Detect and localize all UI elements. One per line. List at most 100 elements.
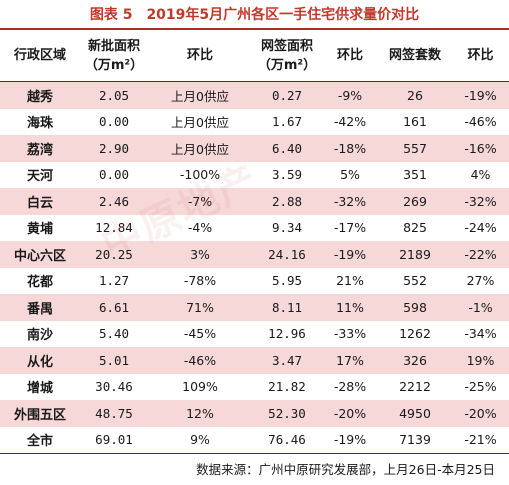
header-signed-area-line2: （万m²） [257,57,317,73]
cell-units-mom: -24% [464,220,497,236]
cell-new-area: 2.90 [80,135,148,162]
table-row: 越秀 2.05 上月0供应 0.27 -9% 26 -19% [0,81,509,109]
cell-region: 越秀 [0,81,80,109]
cell-new-area: 1.27 [98,273,130,289]
header-signed-area-line1: 网签面积 [260,38,313,54]
cell-signed-mom: -33% [333,326,367,342]
table-row: 全市 69.01 9% 76.46 -19% 7139 -21% [0,426,509,454]
cell-units-mom: 19% [452,347,509,374]
cell-signed-mom: 5% [340,167,360,183]
figure-title: 图表 5 2019年5月广州各区一手住宅供求量价对比 [0,0,509,30]
cell-new-mom: 上月0供应 [148,135,252,162]
table-row: 白云 2.46 -7% 2.88 -32% 269 -32% [0,188,509,215]
cell-units: 351 [403,167,427,183]
cell-signed-area: 2.88 [252,188,322,215]
cell-units-mom: -16% [452,135,509,162]
cell-units: 269 [378,188,452,215]
header-new-area-line1: 新批面积 [87,38,140,54]
table-row: 番禺 6.61 71% 8.11 11% 598 -1% [0,294,509,321]
cell-signed-area: 0.27 [252,81,322,109]
cell-region: 黄埔 [26,222,53,238]
cell-signed-mom: -42% [333,114,367,130]
cell-signed-mom: -19% [322,426,378,454]
cell-new-area: 5.40 [98,326,130,342]
cell-units: 825 [403,220,427,236]
cell-new-mom: 71% [148,294,252,321]
cell-signed-area: 52.30 [252,400,322,427]
table-row: 黄埔 12.84 -4% 9.34 -17% 825 -24% [0,215,509,242]
table-row: 花都 1.27 -78% 5.95 21% 552 27% [0,268,509,295]
cell-signed-mom: -28% [333,379,367,395]
cell-region: 天河 [26,169,53,185]
cell-new-mom: -46% [148,347,252,374]
cell-signed-mom: -18% [322,135,378,162]
cell-units: 598 [378,294,452,321]
cell-signed-area: 3.59 [271,167,303,183]
cell-new-mom: 上月0供应 [171,115,229,131]
cell-signed-mom: -9% [322,81,378,109]
cell-units-mom: 27% [466,273,495,289]
cell-new-area: 48.75 [80,400,148,427]
header-signed-mom: 环比 [322,30,378,82]
cell-units: 557 [378,135,452,162]
cell-units: 4950 [378,400,452,427]
cell-units: 161 [403,114,427,130]
table-row: 增城 30.46 109% 21.82 -28% 2212 -25% [0,374,509,401]
table-row: 荔湾 2.90 上月0供应 6.40 -18% 557 -16% [0,135,509,162]
cell-units: 2189 [378,241,452,268]
cell-new-area: 20.25 [80,241,148,268]
cell-region: 外围五区 [0,400,80,427]
cell-signed-mom: -32% [322,188,378,215]
supply-demand-table: 行政区域 新批面积 （万m²） 环比 网签面积 （万m²） 环比 网签套数 环比… [0,30,509,454]
cell-signed-area: 21.82 [268,379,306,395]
cell-signed-mom: 11% [322,294,378,321]
cell-region: 中心六区 [0,241,80,268]
cell-signed-area: 9.34 [271,220,303,236]
cell-units-mom: -46% [464,114,497,130]
cell-units-mom: -25% [464,379,497,395]
cell-region: 从化 [0,347,80,374]
header-region: 行政区域 [0,30,80,82]
table-row: 中心六区 20.25 3% 24.16 -19% 2189 -22% [0,241,509,268]
cell-region: 增城 [26,381,53,397]
cell-new-area: 30.46 [95,379,133,395]
cell-units-mom: -32% [452,188,509,215]
cell-units: 552 [403,273,427,289]
cell-signed-area: 76.46 [252,426,322,454]
cell-new-area: 69.01 [80,426,148,454]
cell-units-mom: -34% [464,326,497,342]
cell-units-mom: 4% [470,167,491,183]
cell-new-area: 0.00 [98,167,130,183]
header-units-mom: 环比 [452,30,509,82]
cell-new-area: 2.46 [80,188,148,215]
source-note: 数据来源：广州中原研究发展部，上月26日-本月25日 [196,462,495,477]
cell-units: 26 [378,81,452,109]
cell-region: 荔湾 [0,135,80,162]
cell-signed-area: 6.40 [252,135,322,162]
cell-units: 2212 [399,379,431,395]
cell-new-mom: -7% [148,188,252,215]
cell-new-area: 5.01 [80,347,148,374]
cell-new-mom: 上月0供应 [148,81,252,109]
cell-units: 326 [378,347,452,374]
cell-signed-mom: -19% [322,241,378,268]
cell-units-mom: -21% [452,426,509,454]
cell-region: 全市 [0,426,80,454]
cell-new-area: 12.84 [95,220,133,236]
cell-signed-mom: 17% [322,347,378,374]
table-row: 天河 0.00 -100% 3.59 5% 351 4% [0,162,509,189]
table-row: 海珠 0.00 上月0供应 1.67 -42% 161 -46% [0,109,509,136]
cell-new-mom: -45% [183,326,217,342]
cell-new-area: 2.05 [80,81,148,109]
header-new-mom: 环比 [148,30,252,82]
cell-region: 南沙 [26,328,53,344]
cell-signed-area: 8.11 [252,294,322,321]
cell-signed-area: 3.47 [252,347,322,374]
table-body: 越秀 2.05 上月0供应 0.27 -9% 26 -19% 海珠 0.00 上月0供应 1.67-… [0,81,509,454]
cell-signed-area: 1.67 [271,114,303,130]
table-header-row: 行政区域 新批面积 （万m²） 环比 网签面积 （万m²） 环比 网签套数 环比 [0,30,509,82]
cell-units-mom: -22% [452,241,509,268]
cell-new-mom: 9% [148,426,252,454]
cell-new-area: 0.00 [98,114,130,130]
table-row: 从化 5.01 -46% 3.47 17% 326 19% [0,347,509,374]
